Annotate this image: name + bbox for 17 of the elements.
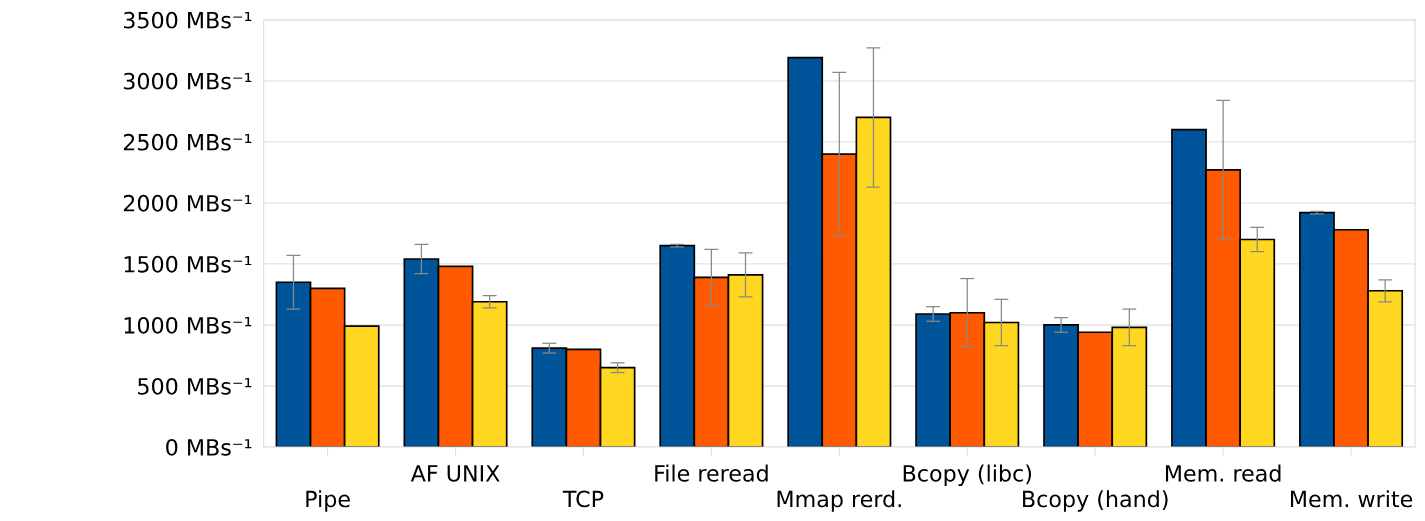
x-tick-label: Mmap rerd. (777, 490, 901, 512)
x-tick-label: File reread (655, 464, 768, 482)
x-tick-label: AF UNIX (410, 465, 500, 482)
y-tick-label: 3000 MBs⁻¹ (123, 72, 252, 90)
y-tick-label: 0 MBs⁻¹ (166, 438, 252, 456)
x-tick-label: Mem. read (1165, 464, 1281, 482)
x-tick-label: TCP (562, 490, 604, 508)
y-tick-label: 2500 MBs⁻¹ (123, 133, 252, 151)
x-tick-label: Bcopy (hand) (1023, 490, 1168, 512)
x-tick-label: Mem. write (1291, 490, 1413, 508)
x-tick-label: Pipe (306, 490, 350, 512)
y-tick-label: 1500 MBs⁻¹ (124, 255, 252, 273)
y-tick-label: 500 MBs⁻¹ (138, 377, 252, 395)
x-tick-label: Bcopy (libc) (903, 464, 1032, 487)
y-tick-label: 2000 MBs⁻¹ (123, 194, 252, 212)
y-tick-label: 1000 MBs⁻¹ (124, 316, 252, 334)
y-tick-label: 3500 MBs⁻¹ (123, 11, 252, 29)
